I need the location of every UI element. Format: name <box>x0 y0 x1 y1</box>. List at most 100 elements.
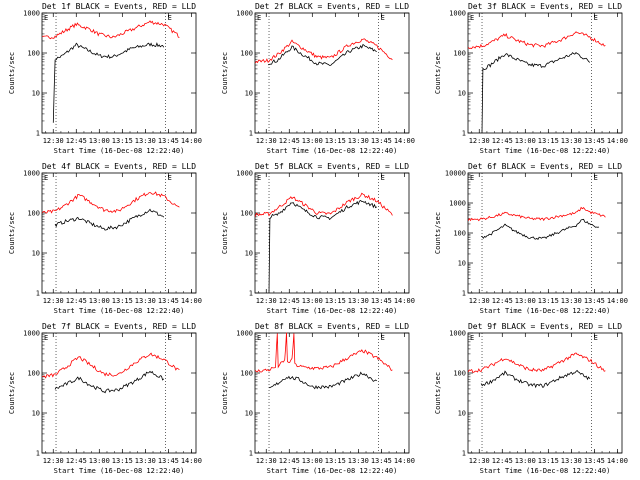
x-tick-label: 13:30 <box>348 137 369 145</box>
chart-title: Det 8f BLACK = Events, RED = LLD <box>255 322 409 331</box>
x-tick-label: 13:15 <box>112 297 133 305</box>
x-tick-label: 13:15 <box>325 137 346 145</box>
y-tick-label: 1000 <box>23 170 40 178</box>
y-axis-label: Counts/sec <box>221 52 229 94</box>
y-tick-label: 1 <box>462 450 466 458</box>
y-axis-label: Counts/sec <box>221 212 229 254</box>
x-tick-label: 14:00 <box>181 297 202 305</box>
plot-frame <box>467 172 623 294</box>
event-marker-label: E <box>168 334 172 342</box>
x-tick-label: 14:00 <box>394 297 415 305</box>
event-marker-label: E <box>594 14 598 22</box>
event-marker-label: E <box>594 174 598 182</box>
x-tick-label: 13:45 <box>158 137 179 145</box>
x-tick-label: 12:45 <box>66 297 87 305</box>
x-axis-label: Start Time (16-Dec-08 12:22:40) <box>54 307 185 315</box>
x-tick-label: 12:30 <box>256 297 277 305</box>
event-marker-label: E <box>470 174 474 182</box>
plot-frame <box>41 332 197 454</box>
detector-panel-8: Det 8f BLACK = Events, RED = LLD 12:30 12:… <box>213 320 426 480</box>
plot-frame <box>41 12 197 134</box>
lld-series-line <box>254 38 393 64</box>
x-tick-label: 13:00 <box>302 457 323 465</box>
x-tick-label: 13:15 <box>538 137 559 145</box>
events-series-line <box>268 371 378 390</box>
y-axis-label: Counts/sec <box>434 52 442 94</box>
y-tick-label: 1 <box>249 290 253 298</box>
events-series-line <box>52 42 165 123</box>
x-tick-label: 12:45 <box>492 137 513 145</box>
x-tick-label: 13:45 <box>158 457 179 465</box>
x-tick-label: 12:45 <box>279 297 300 305</box>
y-axis-label: Counts/sec <box>8 212 16 254</box>
x-tick-label: 13:00 <box>515 457 536 465</box>
x-tick-label: 13:30 <box>561 137 582 145</box>
lld-series-line <box>467 206 606 222</box>
y-tick-label: 1 <box>462 290 466 298</box>
y-tick-label: 1000 <box>449 200 466 208</box>
detector-panel-7: Det 7f BLACK = Events, RED = LLD 12:30 12:… <box>0 320 213 480</box>
events-series-line <box>480 369 591 389</box>
x-tick-label: 13:45 <box>584 297 605 305</box>
x-tick-label: 13:00 <box>89 137 110 145</box>
x-tick-label: 14:00 <box>607 457 628 465</box>
event-marker-label: E <box>257 14 261 22</box>
x-tick-label: 12:30 <box>256 137 277 145</box>
x-tick-label: 13:30 <box>348 457 369 465</box>
x-tick-label: 13:15 <box>325 457 346 465</box>
chart-title: Det 4f BLACK = Events, RED = LLD <box>42 162 196 171</box>
event-marker-label: E <box>257 174 261 182</box>
event-marker-label: E <box>44 14 48 22</box>
lld-series-line <box>467 31 606 49</box>
y-tick-label: 10 <box>458 260 466 268</box>
y-tick-label: 100 <box>27 50 40 58</box>
x-tick-label: 13:00 <box>89 297 110 305</box>
x-tick-label: 13:30 <box>561 457 582 465</box>
events-series-line <box>54 370 165 394</box>
detector-panel-9: Det 9f BLACK = Events, RED = LLD 12:30 12:… <box>426 320 639 480</box>
x-axis-label: Start Time (16-Dec-08 12:22:40) <box>480 307 611 315</box>
events-series-line <box>481 52 591 134</box>
chart-svg: Det 4f BLACK = Events, RED = LLD 12:30 12:… <box>8 162 202 315</box>
plot-frame <box>254 332 410 454</box>
chart-svg: Det 3f BLACK = Events, RED = LLD 12:30 12:… <box>434 2 628 155</box>
chart-svg: Det 9f BLACK = Events, RED = LLD 12:30 12:… <box>434 322 628 475</box>
x-tick-label: 14:00 <box>181 457 202 465</box>
x-tick-label: 12:45 <box>279 137 300 145</box>
chart-title: Det 9f BLACK = Events, RED = LLD <box>468 322 622 331</box>
lld-series-line <box>254 332 393 373</box>
chart-svg: Det 2f BLACK = Events, RED = LLD 12:30 12:… <box>221 2 415 155</box>
plot-frame <box>467 332 623 454</box>
y-tick-label: 10 <box>32 410 40 418</box>
x-tick-label: 13:45 <box>158 297 179 305</box>
x-tick-label: 12:45 <box>66 457 87 465</box>
y-tick-label: 10 <box>245 90 253 98</box>
x-tick-label: 12:30 <box>43 297 64 305</box>
x-tick-label: 12:30 <box>43 137 64 145</box>
chart-title: Det 2f BLACK = Events, RED = LLD <box>255 2 409 11</box>
x-tick-label: 12:45 <box>492 297 513 305</box>
y-tick-label: 100 <box>240 370 253 378</box>
y-tick-label: 1 <box>36 450 40 458</box>
x-axis-label: Start Time (16-Dec-08 12:22:40) <box>480 467 611 475</box>
y-axis-label: Counts/sec <box>8 52 16 94</box>
x-tick-label: 13:15 <box>538 457 559 465</box>
detector-panel-2: Det 2f BLACK = Events, RED = LLD 12:30 12:… <box>213 0 426 160</box>
x-tick-label: 13:45 <box>584 137 605 145</box>
x-tick-label: 13:15 <box>325 297 346 305</box>
events-series-line <box>267 43 377 66</box>
x-tick-label: 13:00 <box>515 297 536 305</box>
y-axis-label: Counts/sec <box>434 372 442 414</box>
y-tick-label: 10 <box>458 410 466 418</box>
x-tick-label: 13:45 <box>371 137 392 145</box>
y-tick-label: 1000 <box>236 10 253 18</box>
event-marker-label: E <box>470 14 474 22</box>
y-tick-label: 1000 <box>449 10 466 18</box>
y-tick-label: 1 <box>36 290 40 298</box>
chart-svg: Det 7f BLACK = Events, RED = LLD 12:30 12:… <box>8 322 202 475</box>
x-tick-label: 13:30 <box>561 297 582 305</box>
x-tick-label: 14:00 <box>394 137 415 145</box>
event-marker-label: E <box>168 174 172 182</box>
x-tick-label: 14:00 <box>607 137 628 145</box>
